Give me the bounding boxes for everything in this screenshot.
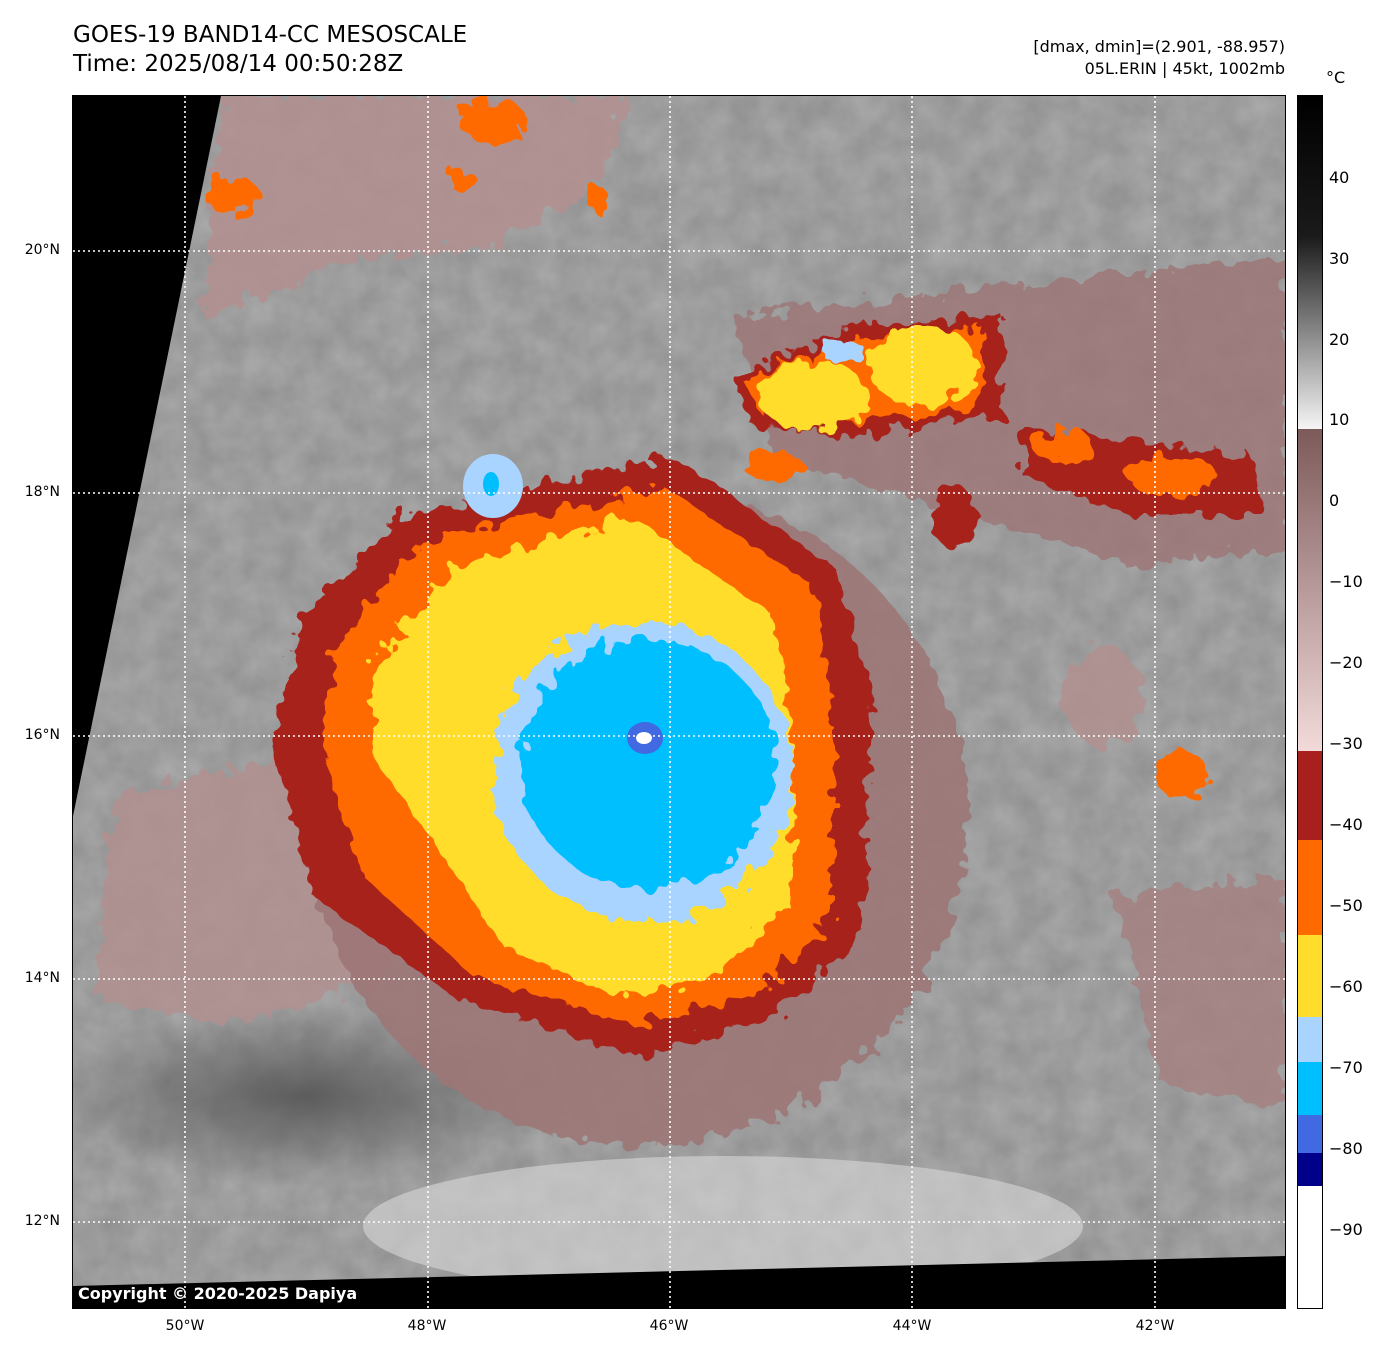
title-line-2: Time: 2025/08/14 00:50:28Z: [73, 51, 404, 77]
off-disk-area: [73, 96, 221, 816]
colorbar-tick-minus30: −30: [1329, 734, 1363, 753]
colorbar-tick-0: 0: [1329, 491, 1340, 510]
colorbar-gradient: [1298, 96, 1322, 1308]
lat-label-14n: 14°N: [24, 970, 60, 986]
copyright-text: Copyright © 2020-2025 Dapiya: [78, 1284, 358, 1303]
lon-label-50w: 50°W: [165, 1318, 205, 1334]
satellite-map: [72, 95, 1286, 1309]
lon-label-48w: 48°W: [407, 1318, 447, 1334]
colorbar-tick-minus60: −60: [1329, 977, 1363, 996]
colorbar-tick-minus20: −20: [1329, 653, 1363, 672]
lat-label-20n: 20°N: [24, 242, 60, 258]
lon-label-44w: 44°W: [892, 1318, 932, 1334]
cold-cell-north-core: [483, 472, 499, 496]
colorbar-tick-minus50: −50: [1329, 896, 1363, 915]
coldest-cloud-region: [520, 639, 776, 889]
data-range-text: [dmax, dmin]=(2.901, -88.957): [1033, 37, 1285, 56]
colorbar-unit: °C: [1326, 68, 1346, 87]
colorbar-tick-minus10: −10: [1329, 572, 1363, 591]
storm-info-text: 05L.ERIN | 45kt, 1002mb: [1084, 59, 1285, 78]
lat-label-16n: 16°N: [24, 727, 60, 743]
colorbar-tick-minus90: −90: [1329, 1220, 1363, 1239]
off-disk-area-bottom: [73, 1256, 1285, 1308]
bright-cloud-region: [363, 1156, 1083, 1296]
lon-label-42w: 42°W: [1135, 1318, 1175, 1334]
lat-label-18n: 18°N: [24, 484, 60, 500]
lat-label-12n: 12°N: [24, 1213, 60, 1229]
storm-center-marker: [636, 732, 652, 744]
colorbar-tick-minus70: −70: [1329, 1058, 1363, 1077]
colorbar-tick-20: 20: [1329, 330, 1350, 349]
satellite-imagery: [73, 96, 1285, 1308]
lon-label-46w: 46°W: [649, 1318, 689, 1334]
colorbar-tick-10: 10: [1329, 410, 1350, 429]
colorbar-tick-40: 40: [1329, 168, 1350, 187]
graticule: [73, 96, 1285, 1308]
convective-cells: [205, 101, 1263, 799]
colorbar-tick-minus40: −40: [1329, 815, 1363, 834]
colorbar: [1297, 95, 1323, 1309]
colorbar-tick-minus80: −80: [1329, 1139, 1363, 1158]
colorbar-tick-30: 30: [1329, 249, 1350, 268]
title-line-1: GOES-19 BAND14-CC MESOSCALE: [73, 22, 468, 48]
